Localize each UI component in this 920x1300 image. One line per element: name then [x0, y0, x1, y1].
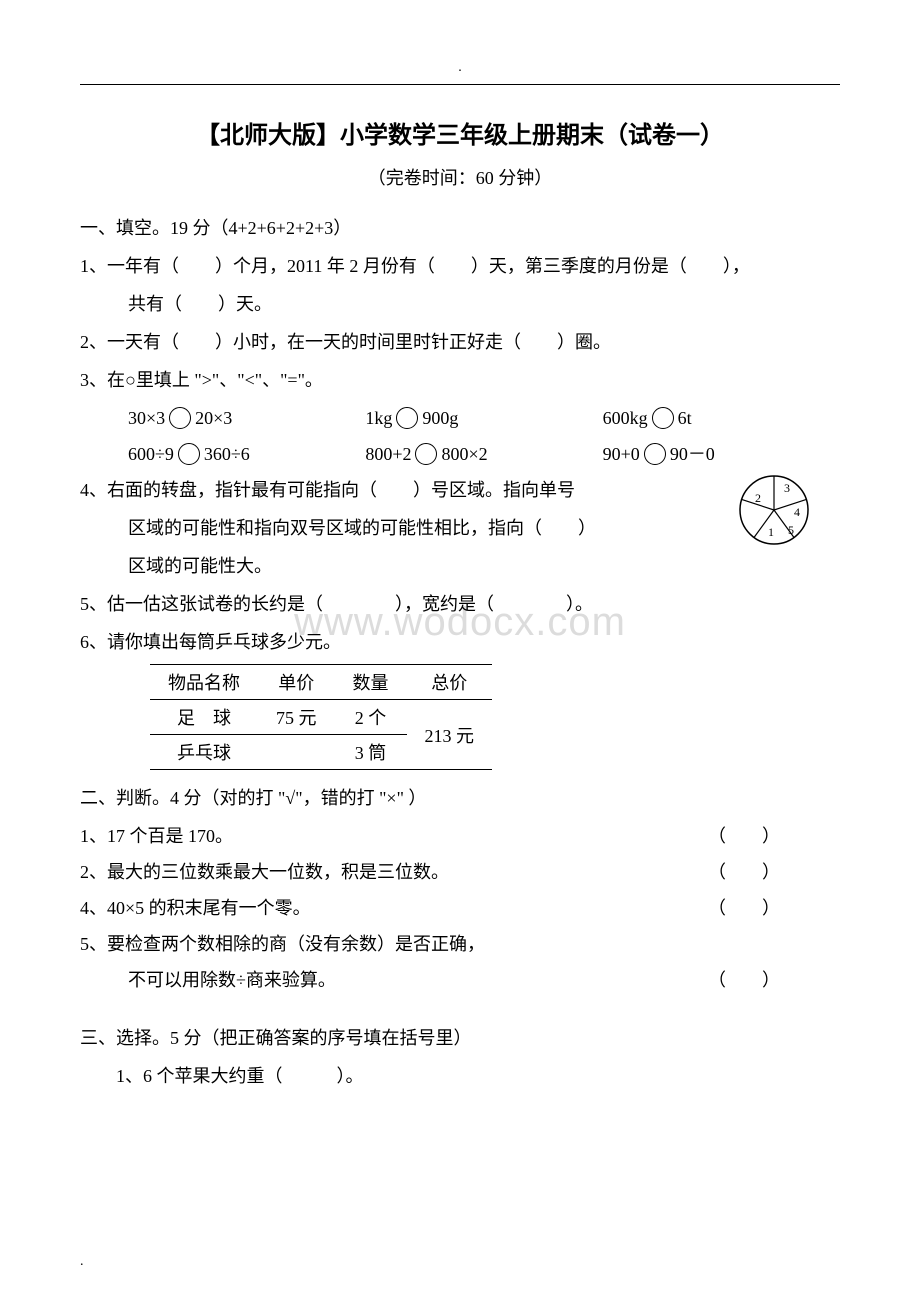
- expr-left: 30×3: [128, 400, 165, 436]
- q3-row-2: 600÷9 360÷6 800+2 800×2 90+0 90－0: [80, 436, 840, 472]
- judge-row: 不可以用除数÷商来验算。 （ ）: [80, 962, 840, 998]
- spinner-label: 1: [768, 525, 774, 539]
- table-cell: 75 元: [258, 700, 335, 735]
- judge-text: 2、最大的三位数乘最大一位数，积是三位数。: [80, 854, 449, 890]
- table-cell: 3 筒: [335, 735, 407, 770]
- table-cell: 足 球: [150, 700, 258, 735]
- expr-left: 800+2: [365, 436, 411, 472]
- expr-left: 1kg: [365, 400, 392, 436]
- expr-right: 360÷6: [204, 436, 250, 472]
- judge-row: 5、要检查两个数相除的商（没有余数）是否正确，: [80, 926, 840, 962]
- compare-circle: [396, 407, 418, 429]
- compare-circle: [169, 407, 191, 429]
- q3-cell: 600kg 6t: [603, 400, 840, 436]
- expr-right: 6t: [678, 400, 692, 436]
- judge-paren: （ ）: [708, 962, 840, 998]
- table-total-cell: 213 元: [407, 700, 493, 770]
- table-header: 总价: [407, 665, 493, 700]
- compare-circle: [644, 443, 666, 465]
- expr-right: 900g: [422, 400, 458, 436]
- compare-circle: [178, 443, 200, 465]
- page-subtitle: （完卷时间：60 分钟）: [80, 164, 840, 190]
- expr-right: 90－0: [670, 436, 715, 472]
- section3-q1: 1、6 个苹果大约重（ ）。: [80, 1058, 840, 1094]
- q3-cell: 800+2 800×2: [365, 436, 602, 472]
- table-cell: 2 个: [335, 700, 407, 735]
- spacer: [80, 998, 840, 1018]
- spinner-label: 3: [784, 481, 790, 495]
- section1-header: 一、填空。19 分（4+2+6+2+2+3）: [80, 210, 840, 246]
- table-cell: [258, 735, 335, 770]
- q2: 2、一天有（ ）小时，在一天的时间里时针正好走（ ）圈。: [80, 324, 840, 360]
- expr-left: 600kg: [603, 400, 648, 436]
- q4-line1: 4、右面的转盘，指针最有可能指向（ ）号区域。指向单号: [80, 472, 840, 508]
- q4-line3: 区域的可能性大。: [80, 548, 840, 584]
- q3-cell: 600÷9 360÷6: [128, 436, 365, 472]
- q5: 5、估一估这张试卷的长约是（ ），宽约是（ ）。: [80, 586, 840, 622]
- judge-text: 5、要检查两个数相除的商（没有余数）是否正确，: [80, 926, 485, 962]
- judge-paren: （ ）: [708, 818, 840, 854]
- top-rule: [80, 84, 840, 85]
- spinner-diagram: 2 3 4 5 1: [738, 474, 810, 551]
- q3-row-1: 30×3 20×3 1kg 900g 600kg 6t: [80, 400, 840, 436]
- judge-paren: （ ）: [708, 890, 840, 926]
- judge-text: 4、40×5 的积末尾有一个零。: [80, 890, 311, 926]
- judge-text: 1、17 个百是 170。: [80, 818, 233, 854]
- judge-row: 2、最大的三位数乘最大一位数，积是三位数。 （ ）: [80, 854, 840, 890]
- judge-text: 不可以用除数÷商来验算。: [80, 962, 336, 998]
- q6: 6、请你填出每筒乒乓球多少元。: [80, 624, 840, 660]
- compare-circle: [652, 407, 674, 429]
- spinner-label: 2: [755, 491, 761, 505]
- page-title: 【北师大版】小学数学三年级上册期末（试卷一）: [80, 115, 840, 150]
- expr-right: 20×3: [195, 400, 232, 436]
- expr-left: 600÷9: [128, 436, 174, 472]
- judge-row: 4、40×5 的积末尾有一个零。 （ ）: [80, 890, 840, 926]
- section2-header: 二、判断。4 分（对的打 "√"，错的打 "×" ）: [80, 780, 840, 816]
- table-header: 物品名称: [150, 665, 258, 700]
- page-content: . 【北师大版】小学数学三年级上册期末（试卷一） （完卷时间：60 分钟） 一、…: [80, 60, 840, 1094]
- q3-cell: 30×3 20×3: [128, 400, 365, 436]
- section3-header: 三、选择。5 分（把正确答案的序号填在括号里）: [80, 1020, 840, 1056]
- table-header-row: 物品名称 单价 数量 总价: [150, 665, 492, 700]
- q4-line2: 区域的可能性和指向双号区域的可能性相比，指向（ ）: [80, 510, 840, 546]
- bottom-dot: .: [80, 1254, 84, 1270]
- table-row: 足 球 75 元 2 个 213 元: [150, 700, 492, 735]
- price-table: 物品名称 单价 数量 总价 足 球 75 元 2 个 213 元 乒乓球 3 筒: [150, 664, 492, 770]
- q3-cell: 90+0 90－0: [603, 436, 840, 472]
- q4-wrap: 4、右面的转盘，指针最有可能指向（ ）号区域。指向单号 区域的可能性和指向双号区…: [80, 472, 840, 584]
- table-header: 数量: [335, 665, 407, 700]
- judge-row: 1、17 个百是 170。 （ ）: [80, 818, 840, 854]
- top-dot: .: [80, 60, 840, 76]
- q3-cell: 1kg 900g: [365, 400, 602, 436]
- judge-paren: [780, 926, 840, 962]
- spinner-label: 5: [788, 523, 794, 537]
- table-cell: 乒乓球: [150, 735, 258, 770]
- q1-line2: 共有（ ）天。: [80, 286, 840, 322]
- q3-header: 3、在○里填上 ">"、"<"、"="。: [80, 362, 840, 398]
- q1-line1: 1、一年有（ ）个月，2011 年 2 月份有（ ）天，第三季度的月份是（ ），: [80, 248, 840, 284]
- judge-paren: （ ）: [708, 854, 840, 890]
- expr-right: 800×2: [441, 436, 487, 472]
- table-header: 单价: [258, 665, 335, 700]
- compare-circle: [415, 443, 437, 465]
- spinner-label: 4: [794, 505, 800, 519]
- expr-left: 90+0: [603, 436, 640, 472]
